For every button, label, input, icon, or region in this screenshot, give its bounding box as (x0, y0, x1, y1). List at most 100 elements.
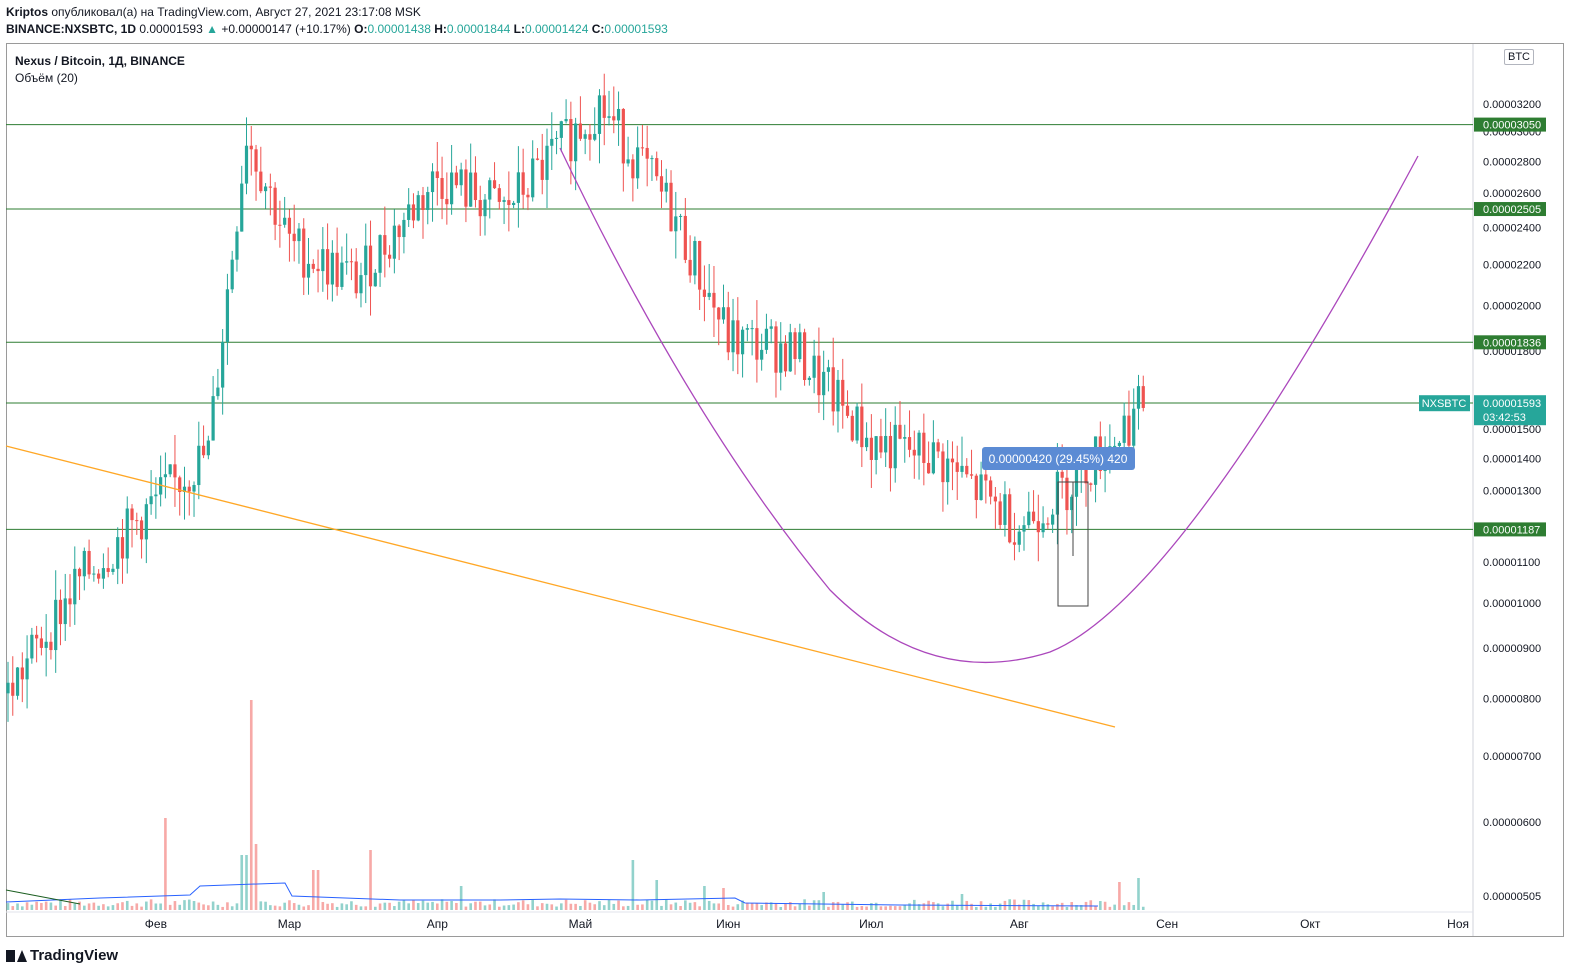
candle-body (888, 435, 893, 469)
volume-bar (1099, 901, 1102, 910)
candle-body (507, 200, 511, 206)
volume-bar (383, 902, 387, 910)
candle-body (683, 215, 687, 260)
volume-bar (335, 906, 339, 910)
candle-body (1017, 531, 1021, 545)
candle-body (626, 159, 630, 164)
chart-canvas[interactable]: 0.000032000.000030000.000028000.00002600… (0, 0, 1569, 945)
volume-bar (855, 906, 859, 910)
candle-body (421, 195, 425, 210)
volume-bar (645, 899, 649, 910)
candle-body (836, 379, 840, 412)
ticker: BINANCE:NXSBTC, 1D (6, 22, 137, 36)
candle-body (707, 292, 711, 297)
volume-bar (793, 906, 797, 910)
volume-bar (63, 906, 67, 910)
candle-body (383, 235, 387, 255)
volume-bar (1108, 906, 1112, 910)
candle-body (35, 634, 39, 639)
h-label: H: (434, 22, 447, 36)
candle-body (440, 178, 444, 199)
candle-body (655, 158, 659, 177)
level-tag-label: 0.00002505 (1483, 204, 1541, 216)
candle-body (1027, 511, 1031, 526)
volume-bar (445, 901, 449, 910)
candle-body (206, 440, 210, 456)
candle-body (321, 249, 325, 272)
volume-bar (302, 906, 306, 910)
candle-body (1046, 523, 1050, 525)
volume-bar (249, 700, 253, 910)
candle-body (745, 328, 749, 330)
chart-frame[interactable] (6, 43, 1564, 937)
candle-body (77, 568, 82, 577)
candle-body (163, 474, 168, 478)
candle-body (616, 108, 621, 121)
volume-label[interactable]: Объём (20) (15, 71, 78, 85)
currency-badge[interactable]: BTC (1504, 49, 1534, 65)
volume-bar (788, 902, 792, 910)
candle-body (779, 343, 783, 373)
volume-bar (631, 860, 635, 910)
level-tag-label: 0.00003050 (1483, 120, 1541, 132)
volume-bar (564, 899, 568, 910)
candle-body (578, 123, 582, 139)
volume-bar (207, 905, 210, 910)
volume-bar (955, 905, 959, 910)
candle-body (311, 263, 315, 269)
volume-bar (397, 901, 401, 910)
volume-bar (359, 906, 363, 910)
volume-bar (574, 903, 577, 910)
volume-bar (975, 906, 978, 910)
volume-bar (803, 899, 806, 910)
volume-bar (922, 903, 926, 910)
candle-body (392, 225, 396, 259)
candle-body (764, 328, 769, 350)
volume-bar (841, 904, 845, 910)
candle-body (144, 504, 148, 540)
candle-body (974, 475, 978, 501)
candle-body (740, 329, 745, 355)
volume-bar (569, 903, 573, 910)
volume-bar (373, 906, 377, 910)
volume-bar (1032, 903, 1035, 910)
volume-bar (607, 899, 611, 910)
volume-bar (259, 901, 263, 910)
volume-bar (994, 906, 997, 910)
x-tick-label: Ноя (1447, 917, 1469, 931)
candle-body (87, 550, 91, 575)
volume-bar (612, 903, 616, 910)
x-tick-label: Апр (427, 917, 449, 931)
publish-info: Kriptos опубликовал(а) на TradingView.co… (6, 5, 421, 19)
volume-bar (1079, 905, 1083, 910)
candle-body (545, 145, 549, 180)
volume-bar (526, 904, 530, 910)
volume-bar (784, 903, 787, 910)
volume-bar (903, 904, 907, 910)
volume-bar (908, 903, 911, 910)
volume-bar (502, 905, 506, 910)
candle-body (879, 436, 883, 453)
volume-bar (703, 886, 706, 910)
published-text: опубликовал(а) на TradingView.com, Авгус… (51, 5, 421, 19)
candle-body (998, 501, 1002, 525)
volume-bar (235, 903, 239, 910)
candle-body (464, 169, 468, 207)
author-name[interactable]: Kriptos (6, 5, 48, 19)
volume-bar (21, 906, 24, 910)
volume-ma-line (5, 882, 1099, 907)
symbol-title[interactable]: Nexus / Bitcoin, 1Д, BINANCE (15, 54, 185, 68)
candle-body (955, 462, 959, 472)
volume-bar (1137, 878, 1140, 910)
volume-bar (240, 855, 244, 910)
volume-bar (517, 902, 520, 910)
l-label: L: (513, 22, 525, 36)
price-tag-bg (1474, 395, 1546, 426)
candle-body (182, 486, 187, 492)
volume-bar (35, 901, 38, 910)
candle-body (936, 442, 940, 452)
volume-bar (326, 903, 329, 910)
candle-body (430, 171, 435, 193)
volume-bar (736, 904, 740, 910)
volume-bar (850, 901, 854, 910)
